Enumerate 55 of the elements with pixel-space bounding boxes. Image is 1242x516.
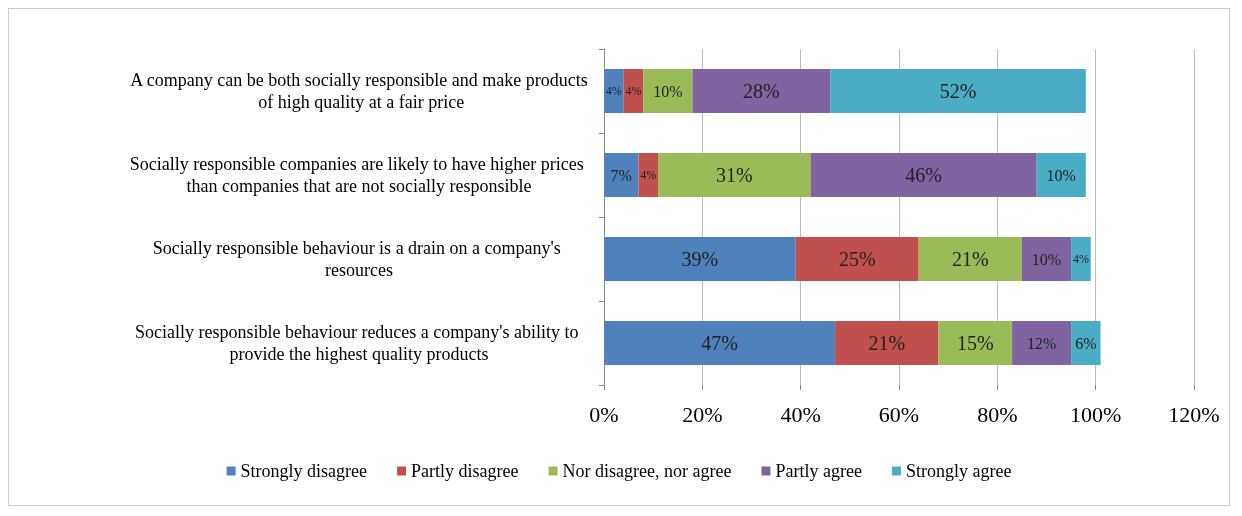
bar bbox=[604, 237, 796, 281]
legend-label: Strongly agree bbox=[905, 461, 1012, 481]
x-tick-label: 120% bbox=[1168, 401, 1220, 427]
bar bbox=[643, 69, 693, 113]
data-label: 21% bbox=[868, 332, 906, 354]
bar bbox=[1071, 237, 1091, 281]
x-tick-label: 40% bbox=[780, 401, 821, 427]
data-label: 4% bbox=[605, 84, 622, 98]
y-tick-label: A company can be both socially responsible and make products of high quality at a fair price bbox=[130, 70, 588, 112]
data-label: 21% bbox=[951, 248, 989, 270]
data-label: 4% bbox=[1072, 252, 1089, 266]
y-tick-label: Socially responsible behaviour is a drain on a company's resources bbox=[152, 238, 566, 280]
bar bbox=[638, 153, 659, 197]
legend-label: Strongly disagree bbox=[240, 461, 368, 481]
y-tick-label: Socially responsible companies are likely to have higher prices than companies that are not socially responsible bbox=[129, 154, 589, 196]
bar bbox=[1071, 321, 1101, 365]
bar bbox=[1021, 237, 1072, 281]
x-tick-label: 100% bbox=[1070, 401, 1122, 427]
data-label: 15% bbox=[956, 332, 994, 354]
bar bbox=[658, 153, 811, 197]
bar bbox=[1036, 153, 1086, 197]
data-label: 52% bbox=[939, 80, 977, 102]
bar bbox=[604, 69, 624, 113]
bar bbox=[918, 237, 1022, 281]
data-label: 4% bbox=[640, 168, 657, 182]
data-label: 39% bbox=[681, 248, 719, 270]
x-tick-label: 80% bbox=[977, 401, 1018, 427]
data-label: 31% bbox=[715, 164, 753, 186]
legend-label: Nor disagree, nor agree bbox=[562, 461, 732, 481]
bar bbox=[830, 69, 1086, 113]
legend-label: Partly disagree bbox=[411, 461, 519, 481]
bar bbox=[938, 321, 1013, 365]
bar bbox=[692, 69, 831, 113]
data-label: 10% bbox=[1031, 250, 1062, 268]
bar bbox=[604, 153, 639, 197]
bar bbox=[795, 237, 919, 281]
bar bbox=[1012, 321, 1072, 365]
data-label: 6% bbox=[1075, 334, 1097, 352]
data-label: 46% bbox=[905, 164, 942, 186]
data-label: 47% bbox=[701, 332, 738, 354]
y-tick-label: Socially responsible behaviour reduces a company's ability to provide the highest quality products bbox=[134, 322, 584, 364]
bar bbox=[835, 321, 939, 365]
data-label: 12% bbox=[1026, 334, 1057, 352]
data-label: 10% bbox=[1046, 166, 1076, 184]
data-label: 25% bbox=[838, 248, 876, 270]
bar bbox=[810, 153, 1037, 197]
data-label: 28% bbox=[743, 80, 780, 102]
data-label: 10% bbox=[653, 82, 683, 100]
bar bbox=[604, 321, 836, 365]
x-tick-label: 20% bbox=[682, 401, 723, 427]
legend-label: Partly agree bbox=[775, 461, 862, 481]
data-label: 4% bbox=[625, 84, 642, 98]
data-label: 7% bbox=[610, 166, 632, 184]
x-tick-label: 0% bbox=[589, 401, 619, 427]
x-tick-label: 60% bbox=[878, 401, 920, 427]
